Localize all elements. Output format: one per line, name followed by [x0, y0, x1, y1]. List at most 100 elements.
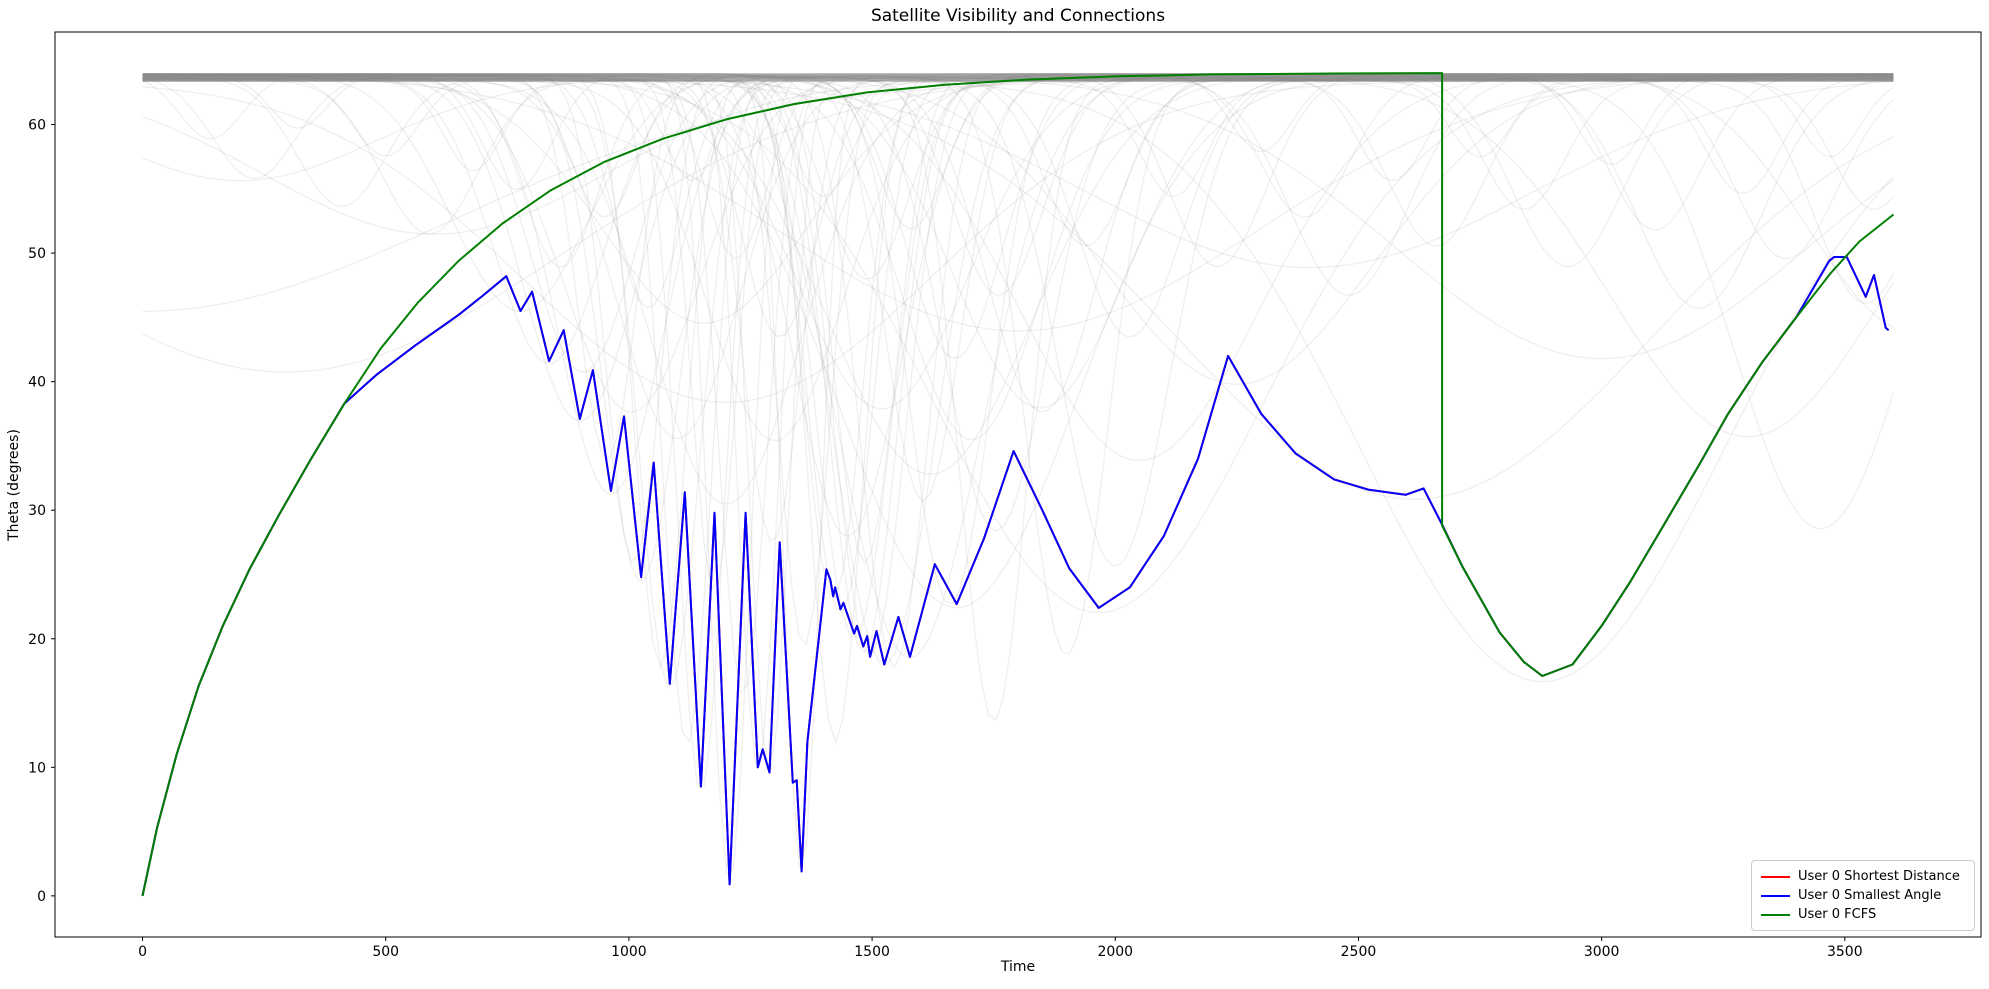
satellite-visibility-curve: [142, 77, 1894, 600]
satellite-visibility-curve: [142, 74, 1894, 268]
satellite-visibility-curve: [142, 78, 1894, 247]
satellite-visibility-curve: [142, 76, 1894, 309]
y-tick-label: 30: [28, 503, 46, 519]
satellite-visibility-curve: [142, 75, 1894, 386]
satellite-visibility-curve: [142, 75, 1894, 231]
satellite-visibility-curve: [142, 75, 1894, 218]
satellite-visibility-curve: [142, 80, 1894, 210]
satellite-visibility-curve: [142, 73, 1894, 537]
satellite-visibility-curve: [142, 74, 1894, 765]
y-tick-label: 60: [28, 118, 46, 134]
satellite-visibility-curve: [142, 73, 1894, 268]
satellite-visibility-curve: [142, 77, 1894, 567]
legend-line-green-icon: [1761, 913, 1790, 916]
satellite-visibility-curve: [142, 73, 1894, 409]
satellite-visibility-curve: [142, 75, 1894, 659]
x-tick-label: 3500: [1827, 944, 1863, 960]
satellite-visibility-curve: [142, 73, 1894, 874]
x-tick-label: 0: [138, 944, 147, 960]
legend-label: User 0 Shortest Distance: [1798, 869, 1960, 884]
satellite-visibility-curve: [142, 78, 1894, 247]
legend-item-fcfs: User 0 FCFS: [1761, 905, 1964, 924]
satellite-visibility-curve: [142, 76, 1894, 296]
satellite-visibility-curve: [142, 77, 1894, 413]
y-tick-label: 50: [28, 246, 46, 262]
satellite-visibility-curve: [142, 74, 1894, 565]
satellite-visibility-curve: [142, 74, 1894, 140]
satellite-visibility-curve: [142, 76, 1894, 609]
satellite-visibility-curve: [142, 80, 1894, 442]
satellite-visibility-curve: [142, 78, 1894, 440]
x-tick-label: 1500: [854, 944, 890, 960]
satellite-visibility-curve: [142, 79, 1894, 312]
y-tick-label: 0: [37, 889, 46, 905]
legend-label: User 0 FCFS: [1798, 907, 1877, 922]
y-axis-label: Theta (degrees): [6, 429, 22, 541]
satellite-visibility-curve: [142, 73, 1894, 329]
legend-item-smallest-angle: User 0 Smallest Angle: [1761, 886, 1964, 905]
satellite-visibility-curve: [142, 80, 1894, 532]
satellite-visibility-curve: [142, 76, 1894, 423]
satellite-visibility-curve: [142, 74, 1894, 462]
satellite-visibility-curve: [142, 78, 1894, 157]
satellite-visibility-curve: [142, 74, 1894, 230]
satellite-visibility-curve: [142, 74, 1894, 410]
satellite-visibility-curve: [142, 74, 1894, 563]
satellite-visibility-curve: [142, 75, 1894, 365]
satellite-visibility-curve: [142, 75, 1894, 359]
satellite-visibility-curve: [142, 75, 1894, 218]
satellite-visibility-curve: [142, 78, 1894, 614]
legend-line-blue-icon: [1761, 894, 1790, 897]
satellite-visibility-curve: [142, 77, 1894, 182]
satellite-visibility-curve: [142, 79, 1894, 441]
satellite-visibility-curve: [142, 76, 1895, 438]
satellite-visibility-curve: [142, 77, 1894, 614]
satellite-visibility-curve: [142, 76, 1894, 503]
satellite-visibility-curve: [142, 76, 1894, 296]
satellite-visibility-curve: [142, 78, 1894, 260]
satellite-visibility-curve: [142, 78, 1894, 260]
satellite-visibility-curve: [142, 80, 1894, 210]
satellite-visibility-curve: [142, 80, 1895, 304]
satellite-visibility-curve: [142, 77, 1894, 591]
satellite-visibility-curve: [142, 76, 1894, 309]
satellite-visibility-curve: [142, 73, 1894, 657]
satellite-visibility-curve: [142, 74, 1894, 312]
satellite-visibility-curve: [142, 73, 1894, 745]
satellite-visibility-curve: [142, 78, 1894, 500]
satellite-visibility-curve: [142, 79, 1894, 338]
x-tick-label: 2000: [1097, 944, 1133, 960]
x-tick-label: 500: [372, 944, 399, 960]
series-line-user-0-smallest-angle: [141, 256, 1890, 897]
satellite-visibility-curve: [142, 78, 1894, 695]
x-tick-label: 3000: [1584, 944, 1620, 960]
satellite-visibility-curve: [142, 73, 1894, 268]
legend: User 0 Shortest Distance User 0 Smallest…: [1751, 860, 1975, 931]
satellite-visibility-curve: [142, 78, 1895, 530]
satellite-visibility-curve: [142, 74, 1894, 269]
legend-line-red-icon: [1761, 875, 1790, 878]
satellite-visibility-curve: [142, 77, 1894, 182]
satellite-visibility-curve: [142, 78, 1894, 722]
satellite-visibility-curve: [142, 74, 1894, 665]
satellite-visibility-curve: [142, 74, 1894, 166]
satellite-visibility-curve: [142, 78, 1894, 324]
y-tick-label: 10: [28, 760, 46, 776]
satellite-visibility-curve: [142, 77, 1894, 207]
satellite-visibility-curve: [142, 76, 1894, 129]
satellite-visibility-curve: [142, 73, 1894, 280]
satellite-visibility-curve: [142, 73, 1894, 190]
satellite-visibility-curve: [142, 77, 1894, 194]
satellite-visibility-curve: [142, 75, 1894, 774]
satellite-visibility-curve: [142, 76, 1894, 744]
satellite-visibility-curve: [142, 77, 1894, 413]
satellite-visibility-curve: [142, 78, 1894, 582]
axes-spines: [54, 31, 1982, 938]
y-tick-label: 40: [28, 375, 46, 391]
satellite-visibility-curve: [142, 73, 1894, 460]
legend-label: User 0 Smallest Angle: [1798, 888, 1942, 903]
satellite-visibility-curve: [142, 75, 1894, 475]
chart-title: Satellite Visibility and Connections: [870, 6, 1166, 26]
